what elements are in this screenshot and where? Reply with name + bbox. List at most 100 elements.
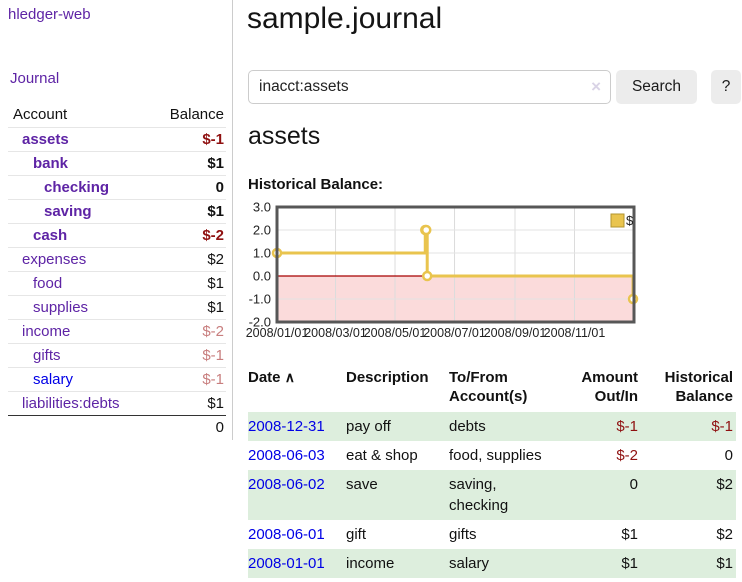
accounts-header-account: Account	[13, 106, 68, 123]
x-tick-label: 2008/07/01	[423, 326, 486, 340]
account-row-assets: assets $-1	[8, 127, 226, 152]
transaction-date-link[interactable]: 2008-12-31	[248, 418, 325, 435]
transaction-date-link[interactable]: 2008-01-01	[248, 555, 325, 572]
account-row-salary: salary $-1	[8, 367, 226, 392]
transaction-amount: $-2	[616, 447, 638, 464]
transaction-date-link[interactable]: 2008-06-03	[248, 447, 325, 464]
clear-search-icon[interactable]: ×	[591, 77, 601, 96]
transactions-table: Date ∧ Description To/From Account(s) Am…	[248, 366, 736, 578]
y-tick-label: -2.0	[249, 315, 271, 330]
search-button[interactable]: Search	[616, 70, 697, 104]
transaction-date-link[interactable]: 2008-06-02	[248, 476, 325, 493]
account-row-cash: cash $-2	[8, 223, 226, 248]
account-row-checking: checking 0	[8, 175, 226, 200]
transaction-description: eat & shop	[346, 447, 418, 464]
data-point-marker	[421, 270, 433, 282]
account-link-liabilities-debts[interactable]: liabilities:debts	[22, 395, 120, 412]
transaction-row: 2008-06-01 gift gifts $1 $2	[248, 520, 736, 549]
transaction-amount: 0	[629, 476, 638, 493]
column-header-description: Description	[346, 369, 429, 386]
account-link-salary[interactable]: salary	[33, 371, 74, 388]
amount-header-line1: Amount	[581, 369, 638, 386]
account-link-bank[interactable]: bank	[33, 155, 69, 172]
y-tick-label: 3.0	[253, 200, 271, 215]
transaction-amount: $1	[621, 555, 638, 572]
transaction-description: income	[346, 555, 395, 572]
transaction-tofrom: saving, checking	[449, 476, 509, 514]
transaction-balance: $-1	[711, 418, 733, 435]
account-link-saving[interactable]: saving	[44, 203, 92, 220]
balance-chart-svg: $3.0 2.0 1.0 0.0 -1.0 -2.02008/01/012008/03/0…	[246, 200, 639, 340]
account-row-supplies: supplies $1	[8, 295, 226, 320]
x-tick-label: 2008/11/01	[544, 326, 606, 340]
account-balance: $1	[149, 271, 226, 296]
column-header-amount: Amount Out/In	[549, 366, 641, 412]
sidebar: hledger-web Journal Account Balance asse…	[0, 0, 233, 440]
transaction-description: gift	[346, 526, 367, 543]
sort-ascending-icon: ∧	[284, 369, 295, 385]
account-link-checking[interactable]: checking	[44, 179, 110, 196]
account-link-supplies[interactable]: supplies	[33, 299, 89, 316]
plot-border	[275, 205, 636, 324]
column-header-date[interactable]: Date ∧	[248, 366, 346, 412]
account-balance: $-2	[149, 223, 226, 248]
account-balance: 0	[149, 175, 226, 200]
column-header-tofrom: To/From Account(s)	[449, 366, 549, 412]
account-row-expenses: expenses $2	[8, 247, 226, 272]
historical-balance-chart: $3.0 2.0 1.0 0.0 -1.0 -2.0 2008/01/01 2008/03/0…	[243, 198, 742, 344]
x-tick-label: 2008/03/01	[304, 326, 367, 340]
account-row-gifts: gifts $-1	[8, 343, 226, 368]
transaction-balance: $2	[716, 526, 733, 543]
account-balance: $-1	[149, 367, 226, 392]
column-header-historical: Historical Balance	[641, 366, 736, 412]
account-balance: $1	[149, 295, 226, 320]
accounts-total-value: 0	[149, 415, 226, 439]
accounts-total-row: 0	[8, 415, 226, 439]
y-tick-label: 0.0	[253, 269, 271, 284]
transaction-row: 2008-12-31 pay off debts $-1 $-1	[248, 412, 736, 441]
account-link-expenses[interactable]: expenses	[22, 251, 87, 268]
legend-label: $	[626, 213, 634, 228]
page-title: sample.journal	[247, 2, 443, 35]
historical-header-line1: Historical	[664, 369, 733, 386]
account-row-liabilities-debts: liabilities:debts $1	[8, 391, 226, 416]
transaction-amount: $-1	[616, 418, 638, 435]
amount-header-line2: Out/In	[594, 388, 638, 405]
account-link-income[interactable]: income	[22, 323, 71, 340]
transaction-balance: 0	[724, 447, 733, 464]
transaction-date-link[interactable]: 2008-06-01	[248, 526, 325, 543]
search-input[interactable]	[248, 70, 611, 104]
transaction-row: 2008-06-03 eat & shop food, supplies $-2…	[248, 441, 736, 470]
transaction-balance: $2	[716, 476, 733, 493]
x-tick-label: 2008/05/01	[364, 326, 427, 340]
transaction-tofrom: debts	[449, 418, 486, 435]
transaction-row: 2008-01-01 income salary $1 $1	[248, 549, 736, 578]
chart-title: Historical Balance:	[248, 176, 384, 193]
transaction-tofrom: gifts	[449, 526, 477, 543]
account-link-food[interactable]: food	[33, 275, 63, 292]
account-link-gifts[interactable]: gifts	[33, 347, 61, 364]
account-heading: assets	[248, 122, 321, 150]
tofrom-header-line2: Account(s)	[449, 388, 528, 405]
x-tick-label: 2008/01/01	[246, 326, 309, 340]
account-balance: $-2	[149, 319, 226, 344]
account-balance: $1	[149, 151, 226, 176]
app-brand-link[interactable]: hledger-web	[8, 6, 91, 23]
x-tick-label: 2008/09/01	[484, 326, 547, 340]
sidebar-item-journal[interactable]: Journal	[10, 70, 60, 87]
transaction-tofrom: food, supplies	[449, 447, 542, 464]
transaction-description: save	[346, 476, 378, 493]
help-button[interactable]: ?	[711, 70, 741, 104]
accounts-header-row: Account Balance	[8, 103, 226, 128]
account-row-saving: saving $1	[8, 199, 226, 224]
account-row-food: food $1	[8, 271, 226, 296]
account-row-bank: bank $1	[8, 151, 226, 176]
legend-swatch	[610, 213, 625, 228]
account-balance: $-1	[149, 127, 226, 152]
accounts-table: Account Balance assets $-1 bank $1 check…	[8, 103, 226, 439]
account-link-assets[interactable]: assets	[22, 131, 69, 148]
account-balance: $-1	[149, 343, 226, 368]
y-tick-label: -1.0	[249, 292, 271, 307]
historical-header-line2: Balance	[675, 388, 733, 405]
account-link-cash[interactable]: cash	[33, 227, 68, 244]
